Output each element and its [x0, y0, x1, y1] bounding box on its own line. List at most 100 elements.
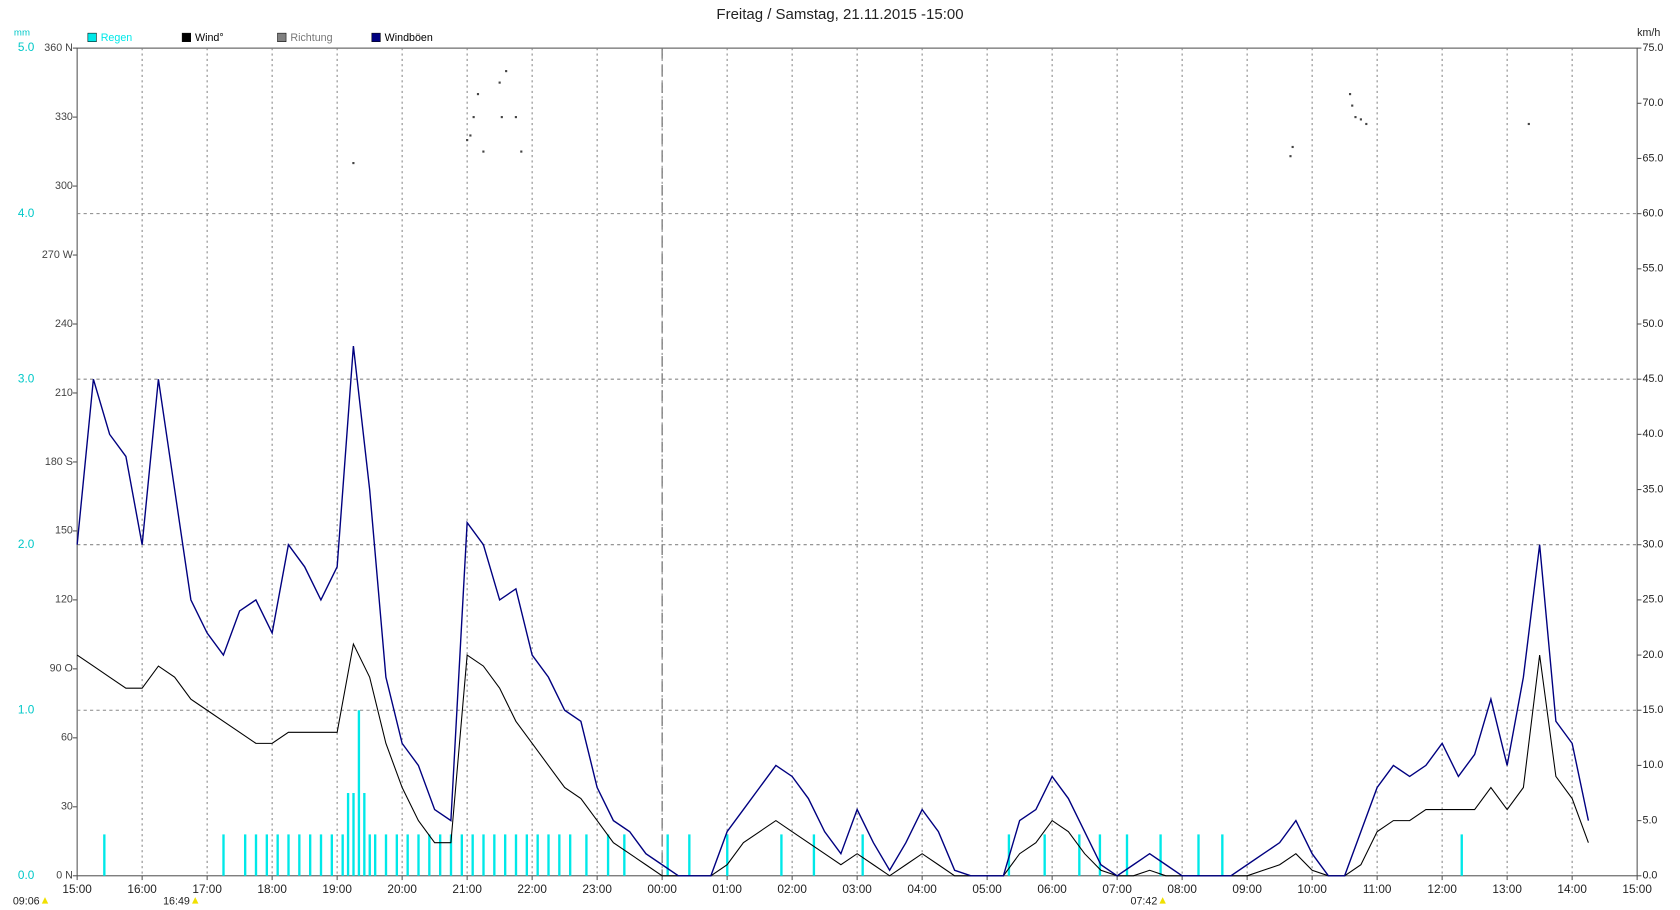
direction-dot	[352, 162, 355, 165]
y-tick-label: 1.0	[18, 703, 35, 716]
y-tick-label: 0.0	[18, 869, 35, 882]
rain-bar	[812, 834, 816, 876]
rain-bar	[449, 834, 453, 876]
rain-bar	[688, 834, 691, 876]
direction-dot	[500, 116, 503, 119]
direction-dot	[466, 139, 469, 142]
x-tick-label: 00:00	[647, 883, 677, 896]
legend-label: Richtung	[290, 32, 332, 44]
rain-bar	[536, 834, 539, 876]
rain-bar	[346, 793, 350, 876]
rain-bar	[482, 834, 485, 876]
rain-bar	[1043, 834, 1046, 876]
y3-tick-label: 0 N	[56, 870, 73, 882]
chart-title: Freitag / Samstag, 21.11.2015 -15:00	[716, 6, 963, 23]
y2-tick-label: 40.0	[1643, 428, 1664, 440]
direction-dot	[1354, 116, 1357, 119]
direction-dot	[1289, 155, 1292, 158]
x-tick-label: 19:00	[322, 883, 352, 896]
direction-dot	[1527, 122, 1530, 126]
y2-tick-label: 65.0	[1643, 152, 1664, 164]
x-tick-label: 02:00	[777, 883, 807, 896]
direction-dot	[520, 150, 523, 153]
rain-bar	[384, 834, 388, 876]
rain-bar	[265, 834, 269, 876]
legend-label: Regen	[101, 32, 133, 44]
y3-tick-label: 270 W	[42, 249, 74, 261]
direction-dot	[469, 134, 472, 137]
rain-bar	[666, 834, 669, 876]
y2-tick-label: 15.0	[1643, 704, 1664, 716]
legend-swatch	[181, 32, 191, 42]
x-tick-label: 09:00	[1232, 883, 1262, 896]
rain-bar	[606, 834, 610, 876]
rain-bar	[493, 834, 496, 876]
rain-bar	[417, 834, 420, 876]
x-tick-label: 22:00	[517, 883, 547, 896]
rain-bar	[1125, 834, 1129, 876]
rain-bar	[103, 834, 106, 876]
x-tick-label: 20:00	[387, 883, 417, 896]
rain-bar	[1078, 834, 1081, 876]
rain-bar	[298, 834, 301, 876]
y2-tick-label: 70.0	[1643, 97, 1664, 109]
series-line	[76, 345, 1590, 877]
rain-bar	[558, 834, 561, 876]
direction-dot	[1365, 122, 1368, 126]
rain-bar	[525, 834, 529, 876]
y2-tick-label: 10.0	[1643, 759, 1664, 771]
x-tick-label: 14:00	[1557, 883, 1587, 896]
sun-marker	[41, 897, 49, 904]
rain-bar	[352, 793, 355, 876]
x-tick-label: 17:00	[192, 883, 222, 896]
y3-tick-label: 240	[55, 318, 73, 330]
y2-tick-label: 35.0	[1643, 483, 1664, 495]
direction-dot	[472, 116, 475, 119]
rain-bar	[623, 834, 626, 876]
y3-tick-label: 360 N	[44, 42, 73, 54]
y2-tick-label: 75.0	[1643, 42, 1664, 54]
legend-swatch	[277, 32, 287, 42]
direction-dot	[505, 70, 508, 73]
y3-tick-label: 210	[55, 387, 73, 399]
sun-time-label: 09:06	[13, 895, 40, 907]
y-tick-label: 4.0	[18, 207, 35, 220]
rain-bar	[357, 710, 361, 876]
direction-dot	[498, 81, 501, 84]
y3-tick-label: 180 S	[45, 456, 73, 468]
legend-label: Windböen	[385, 32, 433, 44]
direction-dot	[1291, 145, 1294, 149]
y2-tick-label: 20.0	[1643, 649, 1664, 661]
x-tick-label: 13:00	[1492, 883, 1522, 896]
x-tick-label: 21:00	[452, 883, 482, 896]
x-tick-label: 10:00	[1297, 883, 1327, 896]
rain-bar	[363, 793, 366, 876]
y2-tick-label: 50.0	[1643, 318, 1664, 330]
rain-bar	[428, 834, 431, 876]
legend-swatch	[371, 32, 381, 42]
rain-bar	[254, 834, 258, 876]
rain-bar	[1159, 834, 1162, 876]
y3-tick-label: 120	[55, 594, 73, 606]
x-tick-label: 04:00	[907, 883, 937, 896]
x-tick-label: 16:00	[127, 883, 157, 896]
rain-bar	[368, 834, 371, 876]
rain-bar	[460, 834, 464, 876]
x-tick-label: 23:00	[582, 883, 612, 896]
x-tick-label: 12:00	[1427, 883, 1457, 896]
x-tick-label: 05:00	[972, 883, 1002, 896]
y3-tick-label: 330	[55, 111, 73, 123]
direction-dot	[1351, 104, 1354, 107]
sun-time-label: 07:42	[1131, 895, 1158, 907]
legend-swatch	[87, 32, 97, 42]
direction-dot	[1359, 118, 1362, 121]
x-tick-label: 06:00	[1037, 883, 1067, 896]
x-tick-label: 03:00	[842, 883, 872, 896]
y3-tick-label: 90 O	[50, 663, 73, 675]
rain-bar	[780, 834, 783, 876]
rain-bar	[308, 834, 312, 876]
sun-time-label: 16:49	[163, 895, 190, 907]
rain-bar	[287, 834, 290, 876]
rain-bar	[330, 834, 334, 876]
rain-bar	[514, 834, 518, 876]
